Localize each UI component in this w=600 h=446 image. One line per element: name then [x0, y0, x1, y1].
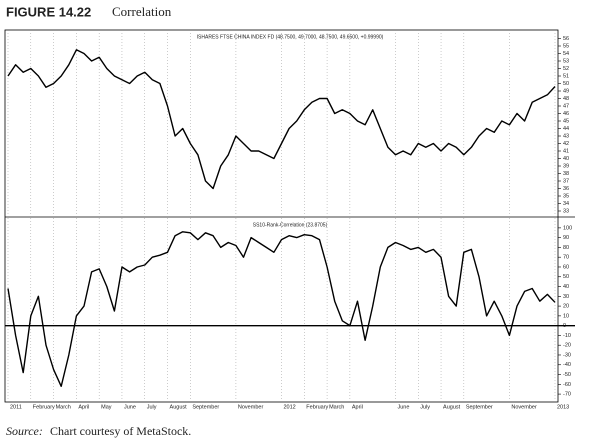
- x-tick-label: May: [101, 404, 112, 410]
- x-tick-label: 2011: [10, 404, 22, 410]
- y-tick-label: 51: [563, 73, 569, 79]
- y-tick-label: -40: [563, 362, 571, 368]
- y-tick-label: 49: [563, 88, 569, 94]
- y-tick-label: 55: [563, 43, 569, 49]
- source: Chart courtesy of MetaStock.: [50, 424, 191, 438]
- x-tick-label: April: [78, 404, 89, 410]
- y-tick-label: 40: [563, 156, 569, 162]
- x-tick-label: 2013: [557, 404, 569, 410]
- y-tick-label: 50: [563, 81, 569, 87]
- x-tick-label: July: [420, 404, 430, 410]
- y-tick-label: 90: [563, 235, 569, 241]
- y-tick-label: 30: [563, 294, 569, 300]
- y-tick-label: 100: [563, 225, 572, 231]
- x-tick-label: March: [56, 404, 71, 410]
- panel-title: SS10-Rank-Correlation (23.8705): [253, 222, 328, 228]
- y-tick-label: -10: [563, 333, 571, 339]
- figure-title: Correlation: [112, 4, 172, 19]
- x-tick-label: November: [511, 404, 537, 410]
- y-tick-label: 48: [563, 96, 569, 102]
- y-tick-label: 44: [563, 126, 569, 132]
- x-tick-label: August: [170, 404, 188, 410]
- x-tick-label: September: [192, 404, 219, 410]
- y-tick-label: 36: [563, 186, 569, 192]
- y-tick-label: -60: [563, 382, 571, 388]
- y-tick-label: 56: [563, 36, 569, 42]
- y-tick-label: 45: [563, 118, 569, 124]
- y-tick-label: 41: [563, 148, 569, 154]
- y-tick-label: 52: [563, 66, 569, 72]
- y-tick-label: -30: [563, 352, 571, 358]
- y-tick-label: 20: [563, 304, 569, 310]
- x-tick-label: February: [33, 404, 55, 410]
- y-tick-label: 47: [563, 103, 569, 109]
- x-tick-label: July: [147, 404, 157, 410]
- y-tick-label: 60: [563, 264, 569, 270]
- y-tick-label: 46: [563, 111, 569, 117]
- x-tick-label: 2012: [284, 404, 296, 410]
- x-tick-label: March: [329, 404, 344, 410]
- y-tick-label: 70: [563, 255, 569, 261]
- y-tick-label: 80: [563, 245, 569, 251]
- y-tick-label: 37: [563, 178, 569, 184]
- y-tick-label: -70: [563, 392, 571, 398]
- line-series: [7, 231, 556, 387]
- x-tick-label: November: [238, 404, 264, 410]
- x-tick-label: August: [443, 404, 461, 410]
- y-tick-label: 39: [563, 163, 569, 169]
- panel-title: ISHARES FTSE CHINA INDEX FD (48.7500, 49…: [197, 34, 384, 40]
- y-tick-label: 42: [563, 141, 569, 147]
- x-tick-label: February: [306, 404, 328, 410]
- source-label: Source:: [6, 424, 43, 438]
- y-tick-label: 43: [563, 133, 569, 139]
- y-tick-label: 54: [563, 51, 569, 57]
- y-tick-label: 53: [563, 58, 569, 64]
- y-tick-label: 50: [563, 274, 569, 280]
- y-tick-label: -20: [563, 343, 571, 349]
- figure-label: FIGURE 14.22: [6, 4, 91, 19]
- y-tick-label: 34: [563, 201, 569, 207]
- line-series: [7, 49, 556, 190]
- x-tick-label: September: [466, 404, 493, 410]
- x-tick-label: June: [397, 404, 409, 410]
- y-tick-label: 38: [563, 171, 569, 177]
- y-tick-label: 33: [563, 208, 569, 214]
- x-tick-label: April: [352, 404, 363, 410]
- y-tick-label: 40: [563, 284, 569, 290]
- x-tick-label: June: [124, 404, 136, 410]
- y-tick-label: 35: [563, 193, 569, 199]
- y-tick-label: 10: [563, 313, 569, 319]
- y-tick-label: -50: [563, 372, 571, 378]
